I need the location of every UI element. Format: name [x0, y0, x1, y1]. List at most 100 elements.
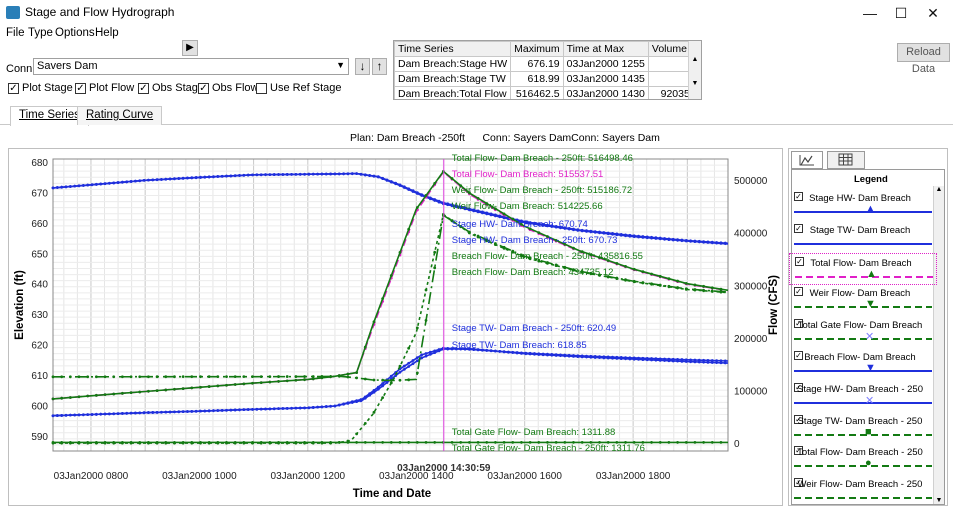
maximize-button[interactable]: ☐ [894, 5, 908, 21]
scroll-up-icon[interactable]: ▲ [935, 186, 943, 193]
legend-item-checkbox[interactable]: ✓ [794, 351, 803, 360]
series-point [203, 175, 207, 179]
series-point [619, 357, 623, 361]
series-point [251, 381, 254, 385]
table-cell: 920356.93 [647, 86, 701, 99]
legend-item[interactable]: ✓ Stage HW- Dam Breach - 250 ✕ [789, 380, 937, 412]
legend-item[interactable]: ✓ Total Flow- Dam Breach ▲ [789, 252, 937, 285]
reload-data-button[interactable]: Reload Data [897, 43, 950, 75]
menu-options[interactable]: Options [55, 27, 95, 39]
menu-type[interactable]: Type [28, 27, 53, 39]
series-point [502, 441, 506, 444]
series-point [103, 375, 107, 379]
annotation-label: Weir Flow- Dam Breach: 514225.66 [452, 201, 603, 212]
legend-item[interactable]: ✓ Total Flow- Dam Breach - 250 ● [789, 443, 937, 475]
series-point [398, 364, 402, 368]
table-view-button[interactable] [827, 151, 865, 169]
series-point [546, 235, 549, 238]
series-point [433, 182, 437, 185]
hydrograph-chart[interactable]: 590 600 610 620 630 640 650 660 670 680 0 100000 200… [9, 149, 784, 507]
series-point [129, 375, 133, 379]
series-point [363, 421, 367, 425]
legend-item[interactable]: ✓ Weir Flow- Dam Breach - 250 [789, 475, 937, 505]
legend-item-checkbox[interactable]: ✓ [794, 319, 803, 329]
series-point [624, 441, 627, 444]
conn-select[interactable]: Savers Dam ▼ [33, 58, 349, 75]
table-row[interactable]: Dam Breach:Stage TW 618.99 03Jan2000 143… [394, 71, 701, 87]
series-point [120, 391, 124, 395]
legend-marker-icon: ✕ [865, 331, 875, 344]
series-point [415, 192, 419, 195]
plot-panel[interactable]: 590 600 610 620 630 640 650 660 670 680 0 100000 200… [8, 148, 783, 506]
tab-rating-curve[interactable]: Rating Curve [77, 106, 163, 125]
obs-flow-checkbox[interactable]: ✓ [198, 83, 209, 94]
chart-view-button[interactable] [791, 151, 823, 169]
menu-help[interactable]: Help [95, 27, 119, 39]
summary-table-container[interactable]: Time Series Maximum Time at Max Volume a… [393, 40, 702, 100]
scroll-down-icon[interactable]: ▼ [691, 80, 699, 87]
series-point [355, 441, 359, 444]
series-point [467, 208, 471, 212]
legend-item-checkbox[interactable]: ✓ [795, 256, 804, 266]
series-point [259, 441, 263, 444]
series-point [134, 179, 137, 183]
legend-item[interactable]: ✓ Total Gate Flow- Dam Breach ✕ [789, 316, 937, 348]
series-point [502, 212, 506, 216]
plot-stage-checkbox[interactable]: ✓ [8, 83, 19, 94]
series-point [424, 441, 428, 444]
play-button[interactable]: ▶ [182, 40, 198, 56]
legend-item-checkbox[interactable]: ✓ [794, 478, 803, 488]
move-up-button[interactable]: ↑ [372, 58, 387, 75]
obs-stage-checkbox[interactable]: ✓ [138, 83, 149, 94]
plot-flow-checkbox[interactable]: ✓ [75, 83, 86, 94]
series-point [64, 185, 68, 189]
series-point [94, 393, 98, 397]
series-point [381, 384, 385, 388]
legend-item-checkbox[interactable]: ✓ [794, 223, 803, 233]
series-point [225, 375, 228, 379]
legend-item-label: Stage TW- Dam Breach [809, 224, 911, 236]
series-point [650, 282, 653, 286]
series-point [190, 176, 194, 180]
move-down-button[interactable]: ↓ [355, 58, 370, 75]
series-point [476, 441, 480, 444]
series-point [619, 233, 623, 237]
table-scrollbar[interactable]: ▲ ▼ [688, 41, 701, 99]
table-row[interactable]: Dam Breach:Total Flow 516462.5 03Jan2000… [394, 86, 701, 99]
series-point [134, 411, 137, 415]
series-point [693, 441, 697, 444]
legend-item-checkbox[interactable]: ✓ [794, 287, 803, 297]
chart-icon [799, 155, 814, 166]
table-row[interactable]: Dam Breach:Stage HW 676.19 03Jan2000 125… [394, 56, 701, 72]
legend-item[interactable]: ✓ Breach Flow- Dam Breach ▼ [789, 348, 937, 380]
use-ref-stage-checkbox[interactable] [256, 83, 267, 94]
y-left-tick-label: 610 [31, 371, 48, 382]
legend-item-label: Weir Flow- Dam Breach - 250 [797, 479, 923, 491]
legend-item[interactable]: ✓ Weir Flow- Dam Breach ▼ [789, 284, 937, 316]
legend-item-checkbox[interactable]: ✓ [794, 382, 803, 392]
series-point [51, 375, 55, 379]
series-point [658, 284, 662, 287]
series-point [77, 184, 81, 188]
scroll-down-icon[interactable]: ▼ [935, 497, 943, 504]
series-point [554, 238, 558, 242]
series-point [68, 441, 72, 444]
legend-scrollbar[interactable]: ▲ ▼ [933, 186, 944, 504]
series-point [606, 356, 610, 360]
legend-item[interactable]: ✓ Stage TW- Dam Breach - 250 ■ [789, 412, 937, 444]
legend-item[interactable]: ✓ Stage HW- Dam Breach ▲ [789, 189, 937, 221]
menu-file[interactable]: File [6, 27, 25, 39]
legend-item-checkbox[interactable]: ✓ [794, 414, 803, 424]
series-point [164, 441, 168, 444]
legend-item-checkbox[interactable]: ✓ [794, 446, 803, 456]
series-point [212, 175, 215, 179]
annotation-label: Stage HW- Dam Breach - 250ft: 670.73 [452, 235, 618, 246]
scroll-up-icon[interactable]: ▲ [691, 56, 699, 63]
series-point [298, 406, 302, 410]
close-button[interactable]: ✕ [927, 5, 939, 21]
legend-item[interactable]: ✓ Stage TW- Dam Breach [789, 221, 937, 253]
series-point [77, 395, 81, 399]
minimize-button[interactable]: — [863, 5, 877, 21]
y-left-tick-label: 680 [31, 158, 48, 169]
legend-item-checkbox[interactable]: ✓ [794, 192, 803, 201]
